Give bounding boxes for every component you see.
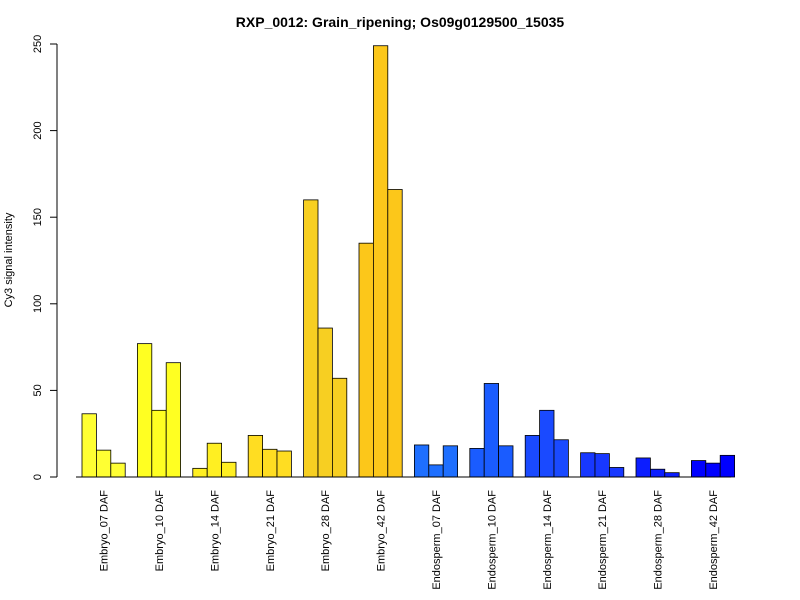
x-category-label: Endosperm_10 DAF [486, 490, 498, 590]
y-tick-label: 200 [32, 121, 44, 139]
x-category-label: Embryo_14 DAF [209, 490, 221, 572]
x-category-label: Endosperm_42 DAF [708, 490, 720, 590]
bar [524, 435, 541, 478]
y-tick-label: 100 [32, 295, 44, 313]
bars-group [81, 45, 736, 478]
bar [635, 457, 651, 478]
bar [262, 448, 278, 478]
y-tick-label: 50 [32, 384, 44, 396]
bar [372, 45, 389, 478]
x-category-label: Embryo_28 DAF [320, 490, 332, 572]
bar [498, 445, 514, 478]
x-category-label: Embryo_21 DAF [265, 490, 277, 572]
bar [594, 453, 610, 478]
bar [110, 462, 126, 478]
x-category-label: Endosperm_21 DAF [597, 490, 609, 590]
bar [413, 444, 430, 478]
bar [469, 448, 485, 478]
bar [442, 445, 459, 478]
bar [358, 242, 374, 478]
bar [664, 472, 680, 478]
y-axis: 0 50 100 150 200 250 [32, 35, 58, 480]
bar [553, 439, 569, 478]
bar [221, 461, 237, 478]
bar [650, 468, 666, 478]
chart-title: RXP_0012: Grain_ripening; Os09g0129500_1… [236, 14, 565, 30]
bar [539, 409, 555, 478]
x-category-label: Endosperm_14 DAF [542, 490, 554, 590]
bar [719, 454, 736, 478]
bar [428, 464, 444, 478]
bar [136, 343, 153, 478]
x-category-label: Endosperm_07 DAF [431, 490, 443, 590]
bar [317, 327, 333, 478]
bar [276, 450, 292, 478]
bar [691, 460, 707, 478]
bar [705, 462, 721, 478]
bar [151, 409, 167, 478]
bar [483, 383, 500, 478]
bar [387, 189, 403, 478]
bar [247, 435, 263, 478]
bar [165, 362, 181, 478]
bar [96, 449, 112, 478]
bar [192, 467, 208, 478]
bar [609, 467, 625, 478]
y-axis-label: Cy3 signal intensity [3, 212, 15, 307]
bar [331, 377, 348, 478]
bar [580, 452, 596, 478]
bar [81, 413, 97, 478]
y-tick-label: 150 [32, 208, 44, 226]
x-category-label: Endosperm_28 DAF [653, 490, 665, 590]
y-tick-label: 0 [32, 474, 44, 480]
x-category-label: Embryo_42 DAF [376, 490, 388, 572]
y-tick-label: 250 [32, 35, 44, 53]
bar [206, 442, 222, 478]
x-category-label: Embryo_07 DAF [99, 490, 111, 572]
bar [303, 199, 319, 478]
x-category-label: Embryo_10 DAF [154, 490, 166, 572]
category-labels: Embryo_07 DAF Embryo_10 DAF Embryo_14 DAF E… [99, 490, 720, 590]
